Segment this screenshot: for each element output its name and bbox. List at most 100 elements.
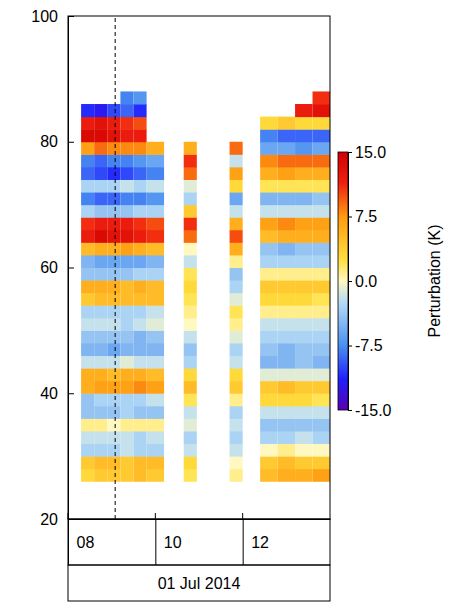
cell	[120, 230, 133, 243]
cell	[107, 293, 120, 306]
cell	[81, 368, 94, 381]
cell	[313, 305, 330, 318]
cell	[147, 418, 164, 431]
cell	[81, 129, 94, 142]
cell	[313, 343, 330, 356]
cell	[184, 179, 197, 192]
cell	[107, 343, 120, 356]
cell	[295, 356, 312, 369]
cell	[134, 469, 147, 482]
cell	[134, 242, 147, 255]
cell	[81, 192, 94, 205]
colorbar-tick-mark	[348, 410, 352, 411]
cell	[313, 242, 330, 255]
colorbar-tick-label: -15.0	[355, 402, 392, 419]
x-axis: 081012	[69, 519, 331, 565]
cell	[230, 318, 243, 331]
x-label-row	[68, 519, 330, 565]
cell	[260, 205, 277, 218]
cell	[134, 167, 147, 180]
cell	[278, 356, 295, 369]
cell	[134, 431, 147, 444]
cell	[230, 330, 243, 343]
cell	[81, 154, 94, 167]
cell	[107, 205, 120, 218]
cell	[94, 330, 107, 343]
cell	[94, 469, 107, 482]
cell	[94, 179, 107, 192]
cell	[260, 418, 277, 431]
cell	[278, 368, 295, 381]
y-axis: 20406080100	[31, 8, 74, 528]
y-tick-label: 20	[40, 511, 58, 528]
cell	[260, 356, 277, 369]
cell	[260, 293, 277, 306]
cell	[147, 268, 164, 281]
cell	[230, 456, 243, 469]
cell	[134, 406, 147, 419]
x-tick-mark	[68, 519, 69, 565]
cell	[313, 444, 330, 457]
cell	[278, 444, 295, 457]
cell	[147, 217, 164, 230]
cell	[295, 104, 312, 117]
cell	[81, 393, 94, 406]
cell	[81, 330, 94, 343]
cell	[230, 242, 243, 255]
cell	[147, 280, 164, 293]
cell	[120, 381, 133, 394]
cell	[134, 217, 147, 230]
cell	[260, 393, 277, 406]
cell	[230, 142, 243, 155]
cell	[184, 280, 197, 293]
cell	[81, 230, 94, 243]
cell	[295, 368, 312, 381]
cell	[295, 230, 312, 243]
cell	[278, 431, 295, 444]
cell	[230, 343, 243, 356]
cell	[260, 305, 277, 318]
cell	[81, 280, 94, 293]
cell	[295, 117, 312, 130]
cell	[260, 469, 277, 482]
cell	[147, 154, 164, 167]
cell	[313, 456, 330, 469]
cell	[147, 230, 164, 243]
cell	[295, 444, 312, 457]
cell	[107, 217, 120, 230]
cell	[230, 179, 243, 192]
cell	[81, 305, 94, 318]
cell	[107, 179, 120, 192]
cell	[313, 104, 330, 117]
colorbar	[338, 152, 348, 410]
cell	[81, 469, 94, 482]
y-tick: 60	[40, 259, 74, 276]
cell	[120, 293, 133, 306]
cell	[260, 217, 277, 230]
cell	[147, 242, 164, 255]
cell	[147, 179, 164, 192]
cell	[134, 343, 147, 356]
cell	[184, 230, 197, 243]
cell	[313, 192, 330, 205]
cell	[184, 444, 197, 457]
cell	[230, 381, 243, 394]
cell	[260, 129, 277, 142]
cell	[134, 91, 147, 104]
cell	[134, 280, 147, 293]
cell	[81, 343, 94, 356]
cell	[94, 154, 107, 167]
cell	[278, 393, 295, 406]
cell	[295, 456, 312, 469]
cell	[134, 129, 147, 142]
cell	[260, 268, 277, 281]
cell	[147, 293, 164, 306]
cell	[278, 154, 295, 167]
cell	[120, 91, 133, 104]
cell	[230, 469, 243, 482]
cell	[94, 268, 107, 281]
cell	[184, 305, 197, 318]
cell	[260, 280, 277, 293]
cell	[184, 192, 197, 205]
cell	[94, 318, 107, 331]
